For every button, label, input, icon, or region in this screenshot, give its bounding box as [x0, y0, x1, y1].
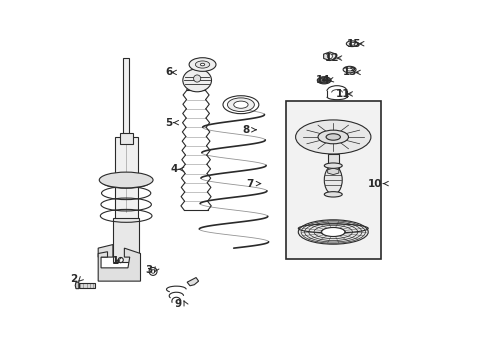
Ellipse shape	[317, 130, 348, 144]
Ellipse shape	[346, 41, 357, 46]
Text: 3: 3	[145, 265, 152, 275]
Text: 14: 14	[315, 75, 330, 85]
Ellipse shape	[295, 120, 370, 154]
Ellipse shape	[321, 79, 325, 81]
Ellipse shape	[324, 166, 342, 194]
Bar	[327, 154, 338, 171]
Text: 8: 8	[242, 125, 249, 135]
Polygon shape	[98, 248, 140, 281]
Ellipse shape	[321, 228, 344, 237]
Bar	[123, 58, 129, 137]
Ellipse shape	[99, 172, 153, 188]
Text: 10: 10	[367, 179, 382, 189]
Ellipse shape	[183, 69, 211, 92]
Text: 15: 15	[346, 39, 360, 49]
Ellipse shape	[348, 42, 354, 45]
Text: 7: 7	[245, 179, 253, 189]
Circle shape	[326, 54, 332, 59]
Circle shape	[193, 75, 201, 82]
Ellipse shape	[200, 63, 204, 66]
Polygon shape	[187, 278, 198, 286]
Ellipse shape	[195, 61, 209, 68]
Bar	[120, 134, 132, 144]
Ellipse shape	[325, 134, 340, 140]
Ellipse shape	[298, 220, 367, 244]
Text: 12: 12	[325, 53, 339, 63]
Polygon shape	[323, 52, 335, 60]
Circle shape	[118, 257, 123, 262]
Text: 1: 1	[111, 256, 119, 266]
Text: 13: 13	[342, 67, 357, 77]
Bar	[285, 101, 380, 259]
Text: 11: 11	[335, 89, 349, 99]
Ellipse shape	[189, 58, 216, 71]
Ellipse shape	[324, 192, 342, 197]
Ellipse shape	[233, 101, 247, 108]
Polygon shape	[98, 244, 113, 257]
Ellipse shape	[343, 66, 355, 73]
Bar	[115, 137, 137, 220]
Text: 2: 2	[70, 274, 78, 284]
Text: 4: 4	[170, 164, 178, 174]
Text: 6: 6	[165, 67, 172, 77]
Text: 9: 9	[174, 299, 182, 309]
Polygon shape	[75, 282, 79, 289]
Bar	[79, 283, 95, 288]
Ellipse shape	[346, 68, 352, 71]
Ellipse shape	[324, 163, 342, 168]
Bar	[113, 218, 139, 262]
Polygon shape	[327, 168, 338, 175]
Ellipse shape	[319, 78, 328, 82]
Ellipse shape	[317, 77, 330, 84]
Text: 5: 5	[165, 118, 172, 128]
Ellipse shape	[227, 98, 254, 112]
